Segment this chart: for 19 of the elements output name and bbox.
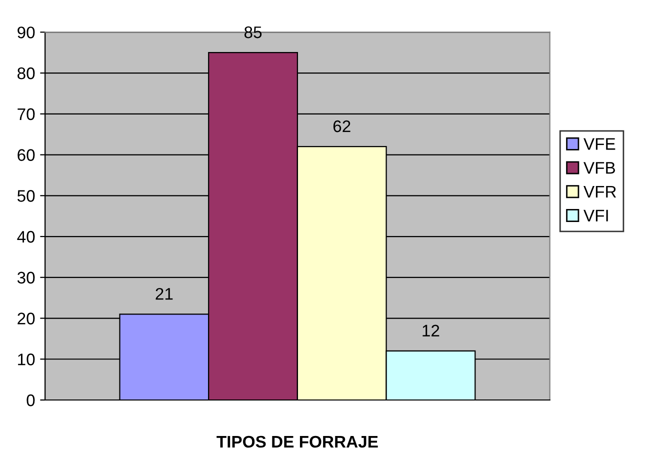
- y-tick-label: 80: [18, 67, 35, 80]
- y-tick-label: 0: [26, 394, 35, 406]
- data-label: 85: [244, 26, 262, 38]
- y-tick-label: 30: [17, 272, 35, 284]
- data-label: 62: [333, 120, 350, 132]
- data-label: 12: [422, 324, 440, 336]
- y-tick-label: 50: [17, 190, 35, 202]
- legend-label: VFB: [584, 162, 615, 174]
- legend-label: VFE: [584, 138, 616, 150]
- legend-label: VFR: [584, 186, 616, 198]
- y-tick-label: 20: [18, 312, 35, 324]
- legend-label: VFI: [584, 210, 608, 222]
- y-tick-label: 40: [17, 230, 35, 243]
- y-tick-label: 60: [18, 149, 35, 161]
- x-axis-title: TIPOS DE FORRAJE: [216, 436, 378, 448]
- data-label: 21: [156, 288, 173, 300]
- y-tick-label: 90: [18, 26, 35, 38]
- y-tick-label: 10: [18, 354, 35, 366]
- y-tick-label: 70: [18, 108, 35, 120]
